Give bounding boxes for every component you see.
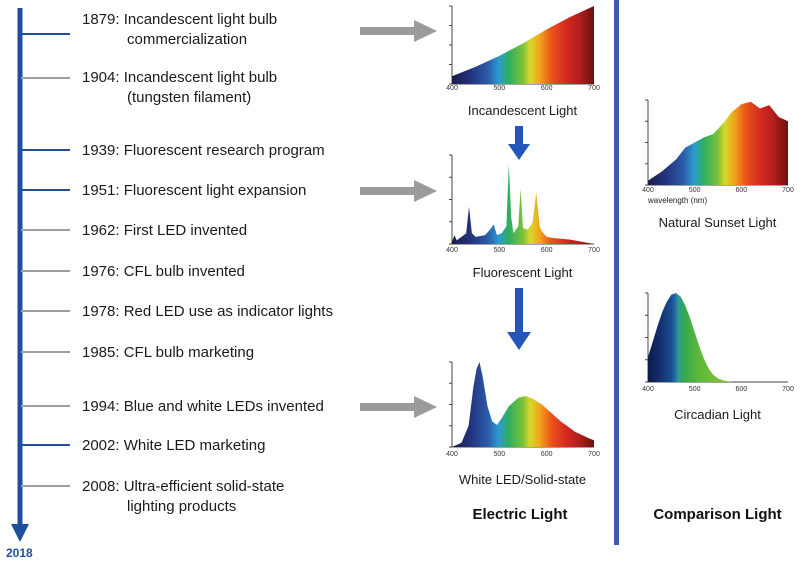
- timeline-event: 1951: Fluorescent light expansion: [82, 181, 306, 201]
- x-tick-label: 700: [588, 451, 600, 458]
- timeline-event: 1978: Red LED use as indicator lights: [82, 302, 333, 322]
- timeline-event-label: 1976: CFL bulb invented: [82, 263, 245, 280]
- x-tick-label: 400: [642, 187, 654, 194]
- timeline-event-label: 1904: Incandescent light bulb: [82, 69, 278, 86]
- x-tick-label: 500: [493, 247, 505, 254]
- timeline-end-year: 2018: [6, 546, 33, 560]
- timeline-event: 1939: Fluorescent research program: [82, 141, 325, 161]
- timeline-event-label: 1939: Fluorescent research program: [82, 142, 325, 159]
- x-tick-label: 600: [735, 187, 747, 194]
- timeline-event: 2008: Ultra-efficient solid-state lightin…: [82, 477, 284, 517]
- gray-arrow-1879: [360, 20, 437, 42]
- x-tick-label: 500: [689, 386, 701, 393]
- timeline-event-label: 1978: Red LED use as indicator lights: [82, 303, 333, 320]
- x-tick-label: 700: [782, 386, 794, 393]
- timeline-event-label: 1951: Fluorescent light expansion: [82, 182, 307, 199]
- timeline-event-label: lighting products: [127, 498, 237, 515]
- x-axis-label: wavelength (nm): [647, 196, 707, 205]
- x-tick-label: 400: [446, 451, 458, 458]
- timeline-event: 1985: CFL bulb marketing: [82, 343, 254, 363]
- blue-down-arrow-1: [508, 126, 530, 160]
- comparison-light-title: Comparison Light: [653, 506, 782, 523]
- x-tick-label: 500: [689, 187, 701, 194]
- timeline-event: 2002: White LED marketing: [82, 436, 265, 456]
- x-tick-label: 700: [588, 85, 600, 92]
- x-tick-label: 500: [493, 451, 505, 458]
- timeline-ticks: [21, 33, 70, 487]
- gray-arrow-1951: [360, 180, 437, 202]
- circadian-caption: Circadian Light: [674, 407, 761, 422]
- spectrum-area: [648, 293, 732, 382]
- blue-down-arrow-2: [507, 288, 531, 350]
- gray-arrow-1994: [360, 396, 437, 418]
- timeline-event-label: (tungsten filament): [127, 89, 252, 106]
- x-tick-label: 700: [588, 247, 600, 254]
- fluorescent-caption: Fluorescent Light: [472, 265, 573, 280]
- spectrum-area: [648, 101, 788, 185]
- x-tick-label: 500: [493, 85, 505, 92]
- timeline-event-label: 2002: White LED marketing: [82, 437, 266, 454]
- timeline-event: 1994: Blue and white LEDs invented: [82, 397, 324, 417]
- x-tick-label: 600: [541, 247, 553, 254]
- x-tick-label: 400: [642, 386, 654, 393]
- spectrum-area: [452, 163, 594, 244]
- timeline-event-label: 1985: CFL bulb marketing: [82, 344, 255, 361]
- timeline-event-label: 2008: Ultra-efficient solid-state: [82, 478, 285, 495]
- x-tick-label: 600: [735, 386, 747, 393]
- timeline-event-label: 1879: Incandescent light bulb: [82, 11, 278, 28]
- section-divider: [614, 0, 619, 545]
- timeline-event-label: 1994: Blue and white LEDs invented: [82, 398, 324, 415]
- timeline-axis: [11, 8, 29, 542]
- timeline-event: 1962: First LED invented: [82, 221, 247, 241]
- timeline-event: 1904: Incandescent light bulb (tungsten f…: [82, 68, 277, 108]
- x-tick-label: 400: [446, 247, 458, 254]
- spectrum-area: [452, 6, 594, 84]
- timeline-event: 1976: CFL bulb invented: [82, 262, 245, 282]
- x-tick-label: 600: [541, 85, 553, 92]
- electric-light-title: Electric Light: [472, 506, 568, 523]
- timeline-event-label: commercialization: [127, 31, 248, 48]
- led-caption: White LED/Solid-state: [458, 472, 587, 487]
- x-tick-label: 600: [541, 451, 553, 458]
- incandescent-caption: Incandescent Light: [467, 103, 578, 118]
- sunset-caption: Natural Sunset Light: [658, 215, 777, 230]
- timeline-arrowhead: [11, 524, 29, 542]
- timeline-event-label: 1962: First LED invented: [82, 222, 248, 239]
- timeline-event: 1879: Incandescent light bulb commerciali…: [82, 10, 277, 50]
- spectrum-area: [452, 362, 594, 447]
- x-tick-label: 700: [782, 187, 794, 194]
- x-tick-label: 400: [446, 85, 458, 92]
